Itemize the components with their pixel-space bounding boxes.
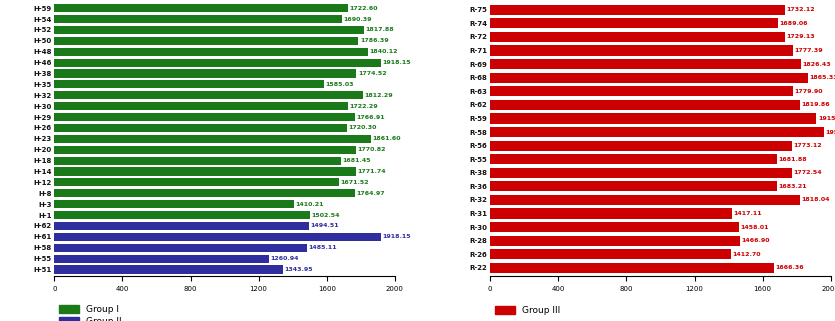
- Bar: [490, 154, 777, 164]
- Text: 1683.21: 1683.21: [778, 184, 807, 189]
- Text: 1410.21: 1410.21: [296, 202, 324, 207]
- Text: 1770.82: 1770.82: [357, 147, 386, 152]
- Bar: [490, 208, 731, 219]
- Bar: [490, 46, 793, 56]
- Bar: [54, 135, 372, 143]
- Text: 1732.12: 1732.12: [787, 7, 815, 12]
- Bar: [54, 178, 339, 187]
- Bar: [54, 168, 356, 176]
- Bar: [490, 73, 808, 83]
- Text: 1773.12: 1773.12: [793, 143, 822, 148]
- Text: 1865.33: 1865.33: [809, 75, 835, 80]
- Text: 1494.51: 1494.51: [310, 223, 339, 229]
- Bar: [54, 113, 355, 121]
- Bar: [490, 5, 785, 15]
- Text: 1671.52: 1671.52: [341, 180, 369, 185]
- Text: 1466.90: 1466.90: [741, 238, 770, 243]
- Bar: [54, 80, 324, 89]
- Bar: [490, 141, 792, 151]
- Bar: [54, 37, 358, 45]
- Bar: [490, 86, 793, 96]
- Text: 1729.13: 1729.13: [786, 34, 815, 39]
- Text: 1812.29: 1812.29: [364, 93, 393, 98]
- Text: 1412.70: 1412.70: [732, 252, 761, 257]
- Bar: [54, 146, 356, 154]
- Text: 1786.39: 1786.39: [360, 38, 388, 43]
- Text: 1772.54: 1772.54: [793, 170, 822, 175]
- Bar: [490, 263, 774, 273]
- Bar: [54, 233, 381, 241]
- Bar: [490, 100, 800, 110]
- Bar: [490, 195, 800, 205]
- Bar: [54, 200, 295, 208]
- Text: 1818.04: 1818.04: [802, 197, 830, 203]
- Bar: [54, 26, 364, 34]
- Text: 1774.52: 1774.52: [358, 71, 387, 76]
- Text: 1957.39: 1957.39: [825, 130, 835, 134]
- Text: 1771.74: 1771.74: [357, 169, 386, 174]
- Text: 1690.39: 1690.39: [343, 16, 372, 22]
- Bar: [54, 124, 347, 132]
- Bar: [54, 244, 307, 252]
- Text: 1722.29: 1722.29: [349, 104, 377, 109]
- Bar: [54, 102, 347, 110]
- Text: 1681.88: 1681.88: [778, 157, 807, 162]
- Bar: [54, 157, 341, 165]
- Bar: [490, 168, 792, 178]
- Bar: [490, 222, 738, 232]
- Bar: [490, 32, 785, 42]
- Bar: [490, 249, 731, 259]
- Text: 1722.60: 1722.60: [349, 6, 377, 11]
- Bar: [54, 15, 342, 23]
- Bar: [490, 127, 823, 137]
- Text: 1915.75: 1915.75: [817, 116, 835, 121]
- Text: 1260.94: 1260.94: [271, 256, 299, 261]
- Text: 1819.86: 1819.86: [802, 102, 830, 107]
- Text: 1817.88: 1817.88: [365, 27, 394, 32]
- Bar: [54, 4, 347, 12]
- Text: 1779.90: 1779.90: [795, 89, 823, 94]
- Bar: [54, 58, 381, 67]
- Bar: [54, 222, 309, 230]
- Bar: [54, 255, 269, 263]
- Bar: [490, 18, 778, 29]
- Text: 1918.15: 1918.15: [382, 60, 411, 65]
- Bar: [490, 236, 740, 246]
- Text: 1764.97: 1764.97: [357, 191, 385, 196]
- Text: 1458.01: 1458.01: [740, 225, 768, 230]
- Bar: [490, 181, 777, 192]
- Text: 1681.45: 1681.45: [342, 158, 371, 163]
- Bar: [54, 189, 355, 197]
- Bar: [54, 48, 367, 56]
- Text: 1689.06: 1689.06: [779, 21, 807, 26]
- Bar: [490, 59, 802, 69]
- Text: 1485.11: 1485.11: [309, 245, 337, 250]
- Text: 1720.30: 1720.30: [348, 126, 377, 130]
- Text: 1585.03: 1585.03: [326, 82, 354, 87]
- Text: 1766.91: 1766.91: [357, 115, 385, 119]
- Text: 1777.39: 1777.39: [794, 48, 823, 53]
- Text: 1861.60: 1861.60: [372, 136, 401, 141]
- Legend: Group I, Group II: Group I, Group II: [58, 305, 122, 321]
- Text: 1918.15: 1918.15: [382, 234, 411, 239]
- Text: 1417.11: 1417.11: [733, 211, 762, 216]
- Text: 1666.36: 1666.36: [776, 265, 804, 270]
- Bar: [54, 265, 283, 273]
- Text: 1840.12: 1840.12: [369, 49, 397, 54]
- Bar: [54, 69, 357, 78]
- Text: 1502.54: 1502.54: [311, 213, 340, 218]
- Bar: [490, 113, 817, 124]
- Bar: [54, 211, 310, 219]
- Text: 1343.95: 1343.95: [285, 267, 313, 272]
- Legend: Group III: Group III: [495, 306, 560, 316]
- Bar: [54, 91, 363, 100]
- Text: 1826.43: 1826.43: [802, 62, 832, 66]
